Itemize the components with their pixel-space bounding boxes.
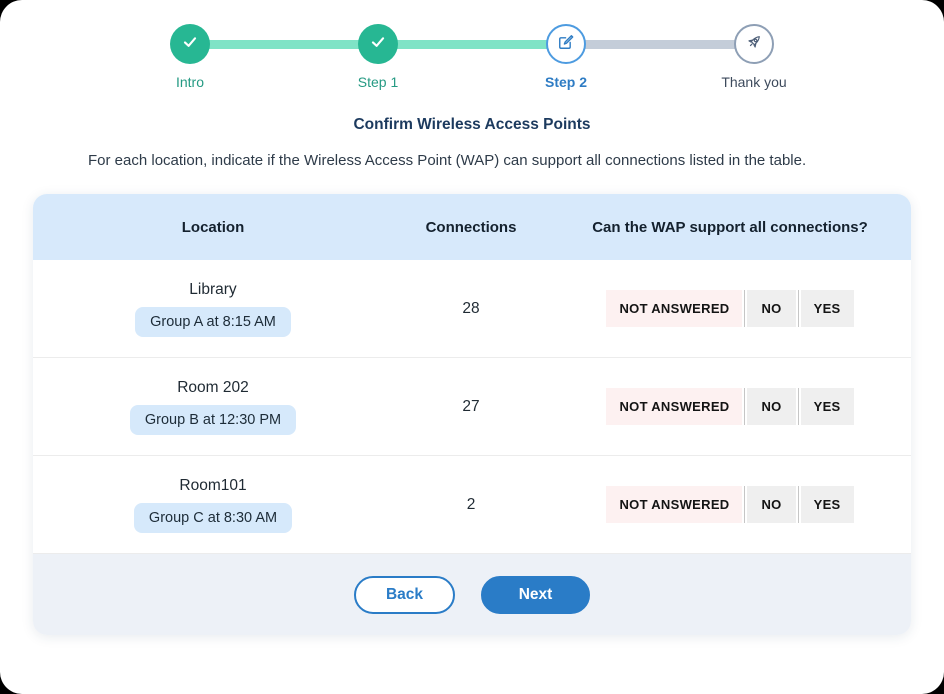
answer-cell: NOT ANSWERED NO YES [549, 486, 911, 523]
table-row: Library Group A at 8:15 AM 28 NOT ANSWER… [33, 260, 911, 358]
not-answered-button[interactable]: NOT ANSWERED [606, 388, 743, 425]
progress-stepper: Intro Step 1 [96, 24, 848, 96]
stepper-connector-complete [190, 40, 378, 49]
yes-button[interactable]: YES [800, 486, 854, 523]
column-header-connections: Connections [425, 218, 517, 236]
not-answered-button[interactable]: NOT ANSWERED [606, 486, 743, 523]
segment-divider [744, 388, 746, 425]
connections-value: 27 [462, 397, 480, 415]
location-name: Library [189, 280, 237, 298]
answer-cell: NOT ANSWERED NO YES [549, 290, 911, 327]
table-header-row: Location Connections Can the WAP support… [33, 194, 911, 260]
group-badge: Group C at 8:30 AM [133, 502, 293, 533]
step-label: Thank you [721, 74, 787, 90]
step-intro: Intro [96, 24, 284, 90]
stepper-connector-upcoming [566, 40, 754, 49]
segment-divider [744, 290, 746, 327]
step-circle-1[interactable] [358, 24, 398, 64]
answer-cell: NOT ANSWERED NO YES [549, 388, 911, 425]
segment-divider [797, 290, 799, 327]
page-title: Confirm Wireless Access Points [353, 116, 591, 133]
instructions-text: For each location, indicate if the Wirel… [88, 152, 807, 169]
wizard-footer: Back Next [33, 554, 911, 635]
stepper-connector-complete [378, 40, 566, 49]
location-cell: Room 202 Group B at 12:30 PM [33, 379, 393, 435]
group-badge: Group A at 8:15 AM [135, 306, 291, 337]
step-label: Intro [175, 74, 204, 90]
answer-group: NOT ANSWERED NO YES [606, 486, 854, 523]
group-badge: Group B at 12:30 PM [129, 404, 297, 435]
step-circle-intro[interactable] [170, 24, 210, 64]
connections-value: 28 [462, 299, 480, 317]
location-name: Room101 [179, 476, 247, 494]
table-row: Room 202 Group B at 12:30 PM 27 NOT ANSW… [33, 358, 911, 456]
no-button[interactable]: NO [747, 388, 796, 425]
no-button[interactable]: NO [747, 486, 796, 523]
check-icon [367, 31, 389, 58]
step-circle-thank-you[interactable] [734, 24, 774, 64]
segment-divider [797, 388, 799, 425]
next-button[interactable]: Next [481, 575, 590, 614]
check-icon [179, 31, 201, 58]
back-button[interactable]: Back [354, 575, 455, 614]
step-1: Step 1 [284, 24, 472, 90]
segment-divider [744, 486, 746, 523]
table-row: Room101 Group C at 8:30 AM 2 NOT ANSWERE… [33, 456, 911, 554]
not-answered-button[interactable]: NOT ANSWERED [606, 290, 743, 327]
location-cell: Library Group A at 8:15 AM [33, 281, 393, 337]
location-cell: Room101 Group C at 8:30 AM [33, 477, 393, 533]
connections-value: 2 [466, 495, 476, 513]
step-label: Step 2 [544, 74, 587, 90]
step-circle-2[interactable] [546, 24, 586, 64]
wap-table: Location Connections Can the WAP support… [33, 194, 911, 635]
column-header-answer: Can the WAP support all connections? [592, 218, 868, 236]
no-button[interactable]: NO [747, 290, 796, 327]
segment-divider [797, 486, 799, 523]
column-header-location: Location [181, 218, 245, 236]
step-label: Step 1 [357, 74, 399, 90]
step-thank-you: Thank you [660, 24, 848, 90]
location-name: Room 202 [177, 378, 249, 396]
edit-icon [556, 32, 576, 57]
step-2: Step 2 [472, 24, 660, 90]
yes-button[interactable]: YES [800, 388, 854, 425]
answer-group: NOT ANSWERED NO YES [606, 388, 854, 425]
rocket-icon [744, 32, 764, 57]
yes-button[interactable]: YES [800, 290, 854, 327]
answer-group: NOT ANSWERED NO YES [606, 290, 854, 327]
